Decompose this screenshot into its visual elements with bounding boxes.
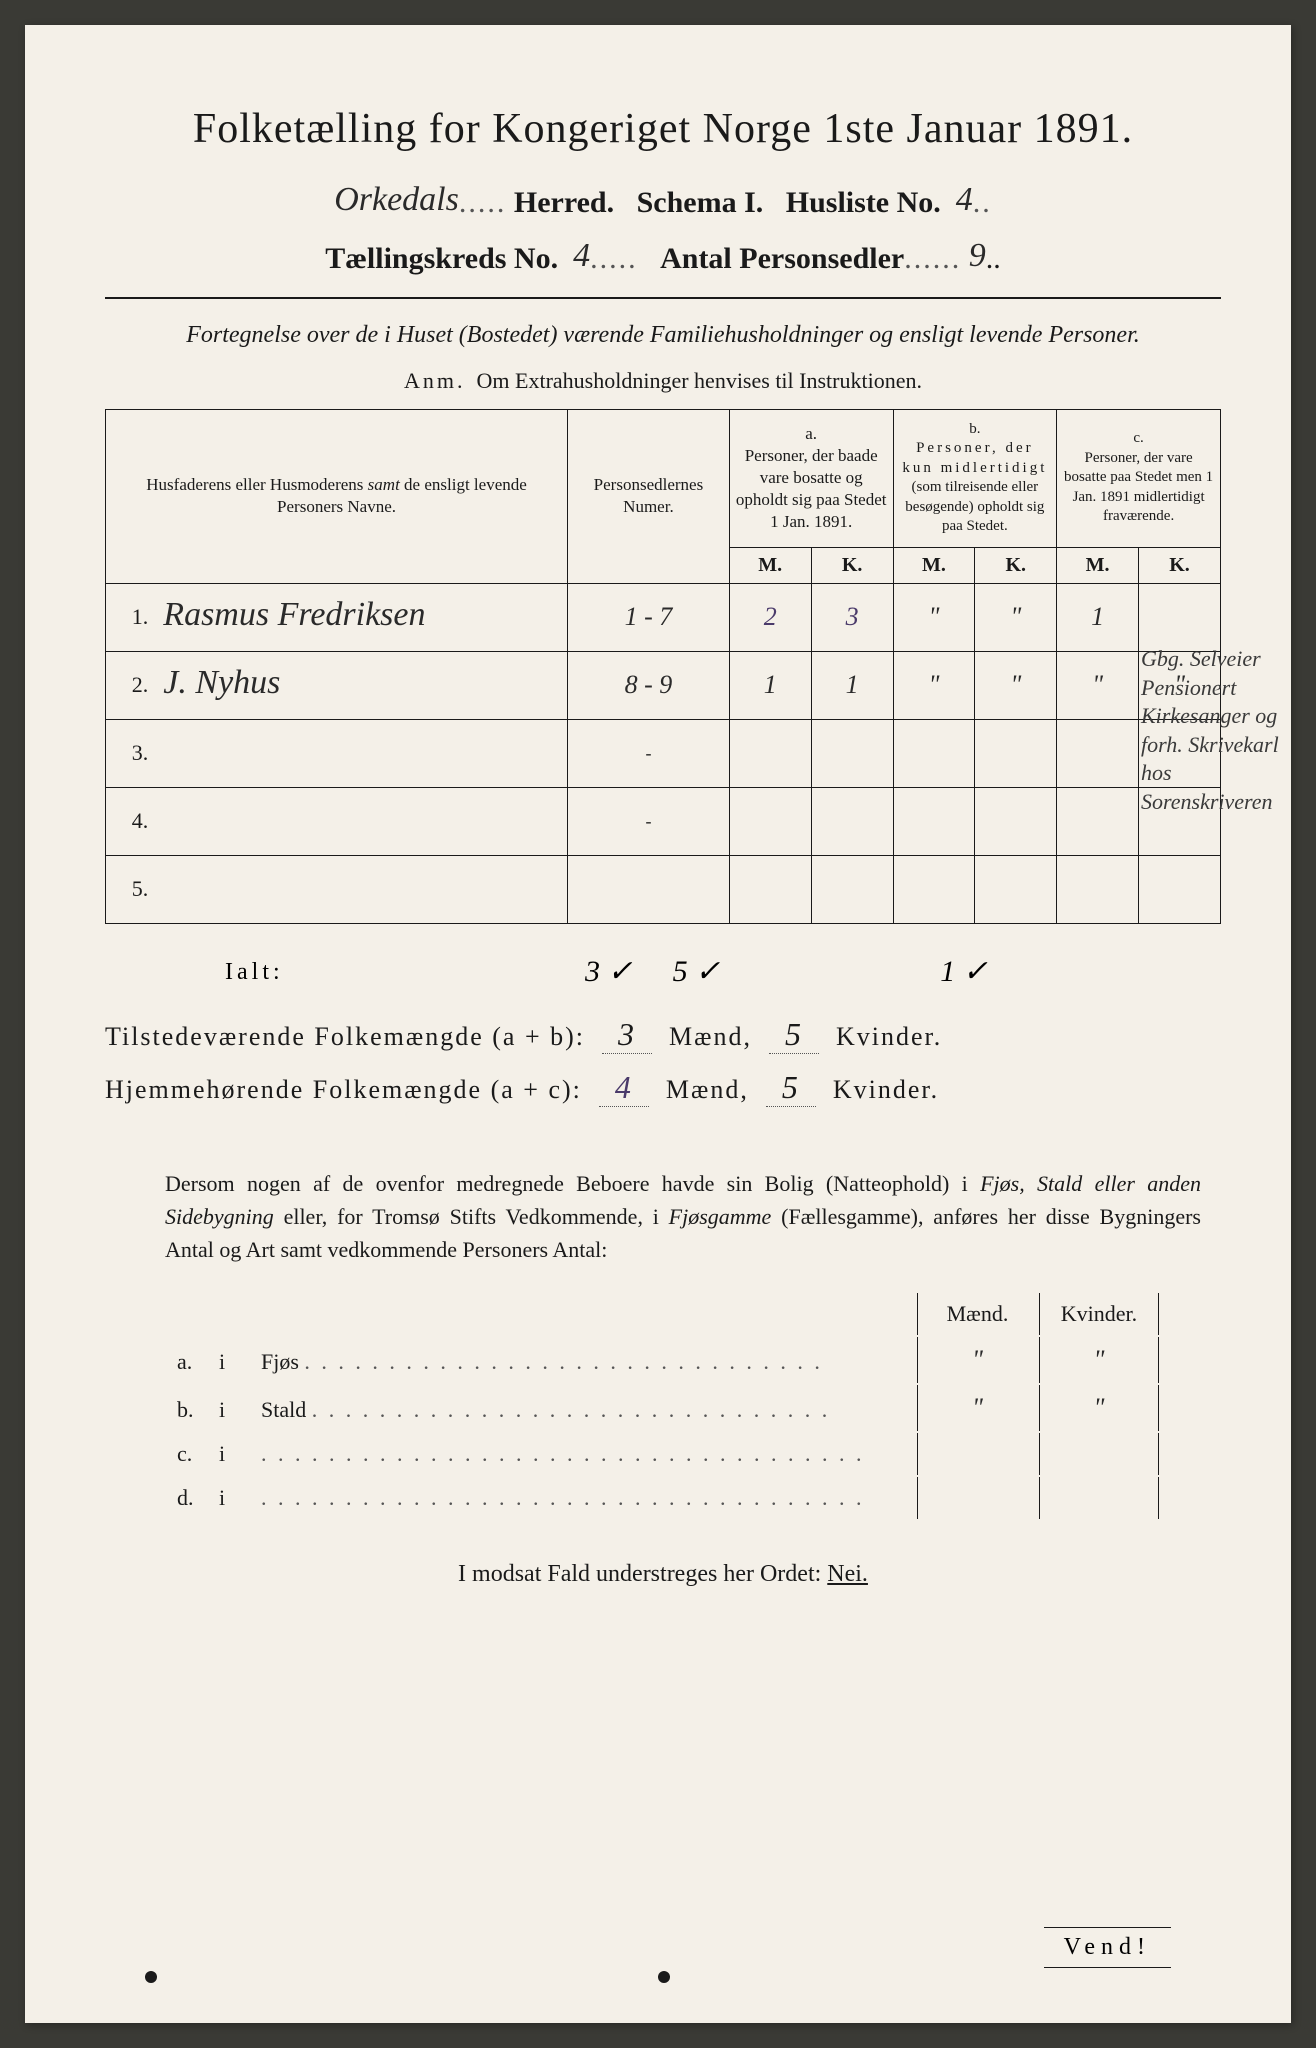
col-a: a. Personer, der baade vare bosatte og o… bbox=[729, 409, 893, 547]
anm-line: Anm. Om Extrahusholdninger henvises til … bbox=[105, 368, 1221, 394]
table-row: 2. J. Nyhus 8 - 9 1 1 " " " " bbox=[106, 651, 1221, 719]
bt-kvinder: Kvinder. bbox=[1039, 1293, 1159, 1335]
col-b: b. Personer, der kun midlertidigt (som t… bbox=[893, 409, 1057, 547]
col-c-m: M. bbox=[1057, 547, 1139, 583]
subtitle: Fortegnelse over de i Huset (Bostedet) v… bbox=[145, 319, 1181, 353]
punch-hole bbox=[145, 1971, 157, 1983]
bt-maend: Mænd. bbox=[917, 1293, 1037, 1335]
building-table: Mænd. Kvinder. a. i Fjøs . . . . . . . .… bbox=[165, 1291, 1161, 1521]
total-ab-m: 3 bbox=[602, 1016, 652, 1054]
building-row: d. i . . . . . . . . . . . . . . . . . .… bbox=[167, 1477, 1159, 1519]
table-row: 1. Rasmus Fredriksen 1 - 7 2 3 " " 1 bbox=[106, 583, 1221, 651]
herred-value: Orkedals bbox=[334, 181, 459, 219]
total-ac-m: 4 bbox=[599, 1069, 649, 1107]
ialt-label: Ialt: bbox=[225, 959, 284, 985]
vend-label: Vend! bbox=[1044, 1927, 1171, 1968]
col-names: Husfaderens eller Husmoderens samt de en… bbox=[106, 409, 568, 583]
col-b-m: M. bbox=[893, 547, 975, 583]
herred-label: Herred. bbox=[514, 186, 614, 219]
col-a-m: M. bbox=[729, 547, 811, 583]
main-census-table: Husfaderens eller Husmoderens samt de en… bbox=[105, 409, 1221, 924]
anm-label: Anm. bbox=[404, 368, 466, 393]
nei: Nei. bbox=[827, 1561, 868, 1587]
table-row: 3. - bbox=[106, 719, 1221, 787]
census-document: Folketælling for Kongeriget Norge 1ste J… bbox=[25, 25, 1291, 2023]
totals-line-2: Hjemmehørende Folkemængde (a + c): 4 Mæn… bbox=[105, 1069, 1221, 1107]
table-row: 5. bbox=[106, 855, 1221, 923]
anm-text: Om Extrahusholdninger henvises til Instr… bbox=[477, 368, 922, 393]
ialt-values: 3 ✓ 5 ✓ 1 ✓ bbox=[585, 954, 988, 989]
table-row: 4. - bbox=[106, 787, 1221, 855]
total-ab-k: 5 bbox=[769, 1016, 819, 1054]
schema-label: Schema I. bbox=[637, 186, 764, 219]
col-nummer: Personsedlernes Numer. bbox=[568, 409, 730, 583]
name-2: J. Nyhus bbox=[163, 664, 280, 702]
col-c: c. Personer, der vare bosatte paa Stedet… bbox=[1057, 409, 1221, 547]
col-b-k: K. bbox=[975, 547, 1057, 583]
header-line-2: Tællingskreds No. 4..... Antal Personsed… bbox=[105, 239, 1221, 277]
building-row: c. i . . . . . . . . . . . . . . . . . .… bbox=[167, 1433, 1159, 1475]
building-row: b. i Stald . . . . . . . . . . . . . . .… bbox=[167, 1385, 1159, 1431]
col-a-k: K. bbox=[811, 547, 893, 583]
divider-1 bbox=[105, 297, 1221, 299]
margin-notes: Gbg. Selveier Pensionert Kirkesanger og … bbox=[1141, 645, 1281, 817]
punch-hole bbox=[658, 1971, 670, 1983]
building-row: a. i Fjøs . . . . . . . . . . . . . . . … bbox=[167, 1337, 1159, 1383]
antal-value: 9 bbox=[969, 237, 986, 275]
body-paragraph: Dersom nogen af de ovenfor medregnede Be… bbox=[165, 1167, 1201, 1266]
ialt-row: Ialt: 3 ✓ 5 ✓ 1 ✓ bbox=[105, 944, 1221, 1001]
totals-line-1: Tilstedeværende Folkemængde (a + b): 3 M… bbox=[105, 1016, 1221, 1054]
husliste-value: 4 bbox=[956, 181, 973, 219]
col-c-k: K. bbox=[1139, 547, 1221, 583]
bottom-line: I modsat Fald understreges her Ordet: Ne… bbox=[105, 1561, 1221, 1588]
total-ac-k: 5 bbox=[766, 1069, 816, 1107]
antal-label: Antal Personsedler bbox=[660, 242, 904, 275]
name-1: Rasmus Fredriksen bbox=[163, 596, 425, 634]
kreds-value: 4 bbox=[573, 237, 590, 275]
header-line-1: Orkedals..... Herred. Schema I. Husliste… bbox=[105, 183, 1221, 221]
husliste-label: Husliste No. bbox=[786, 186, 941, 219]
main-title: Folketælling for Kongeriget Norge 1ste J… bbox=[105, 105, 1221, 153]
kreds-label: Tællingskreds No. bbox=[325, 242, 558, 275]
